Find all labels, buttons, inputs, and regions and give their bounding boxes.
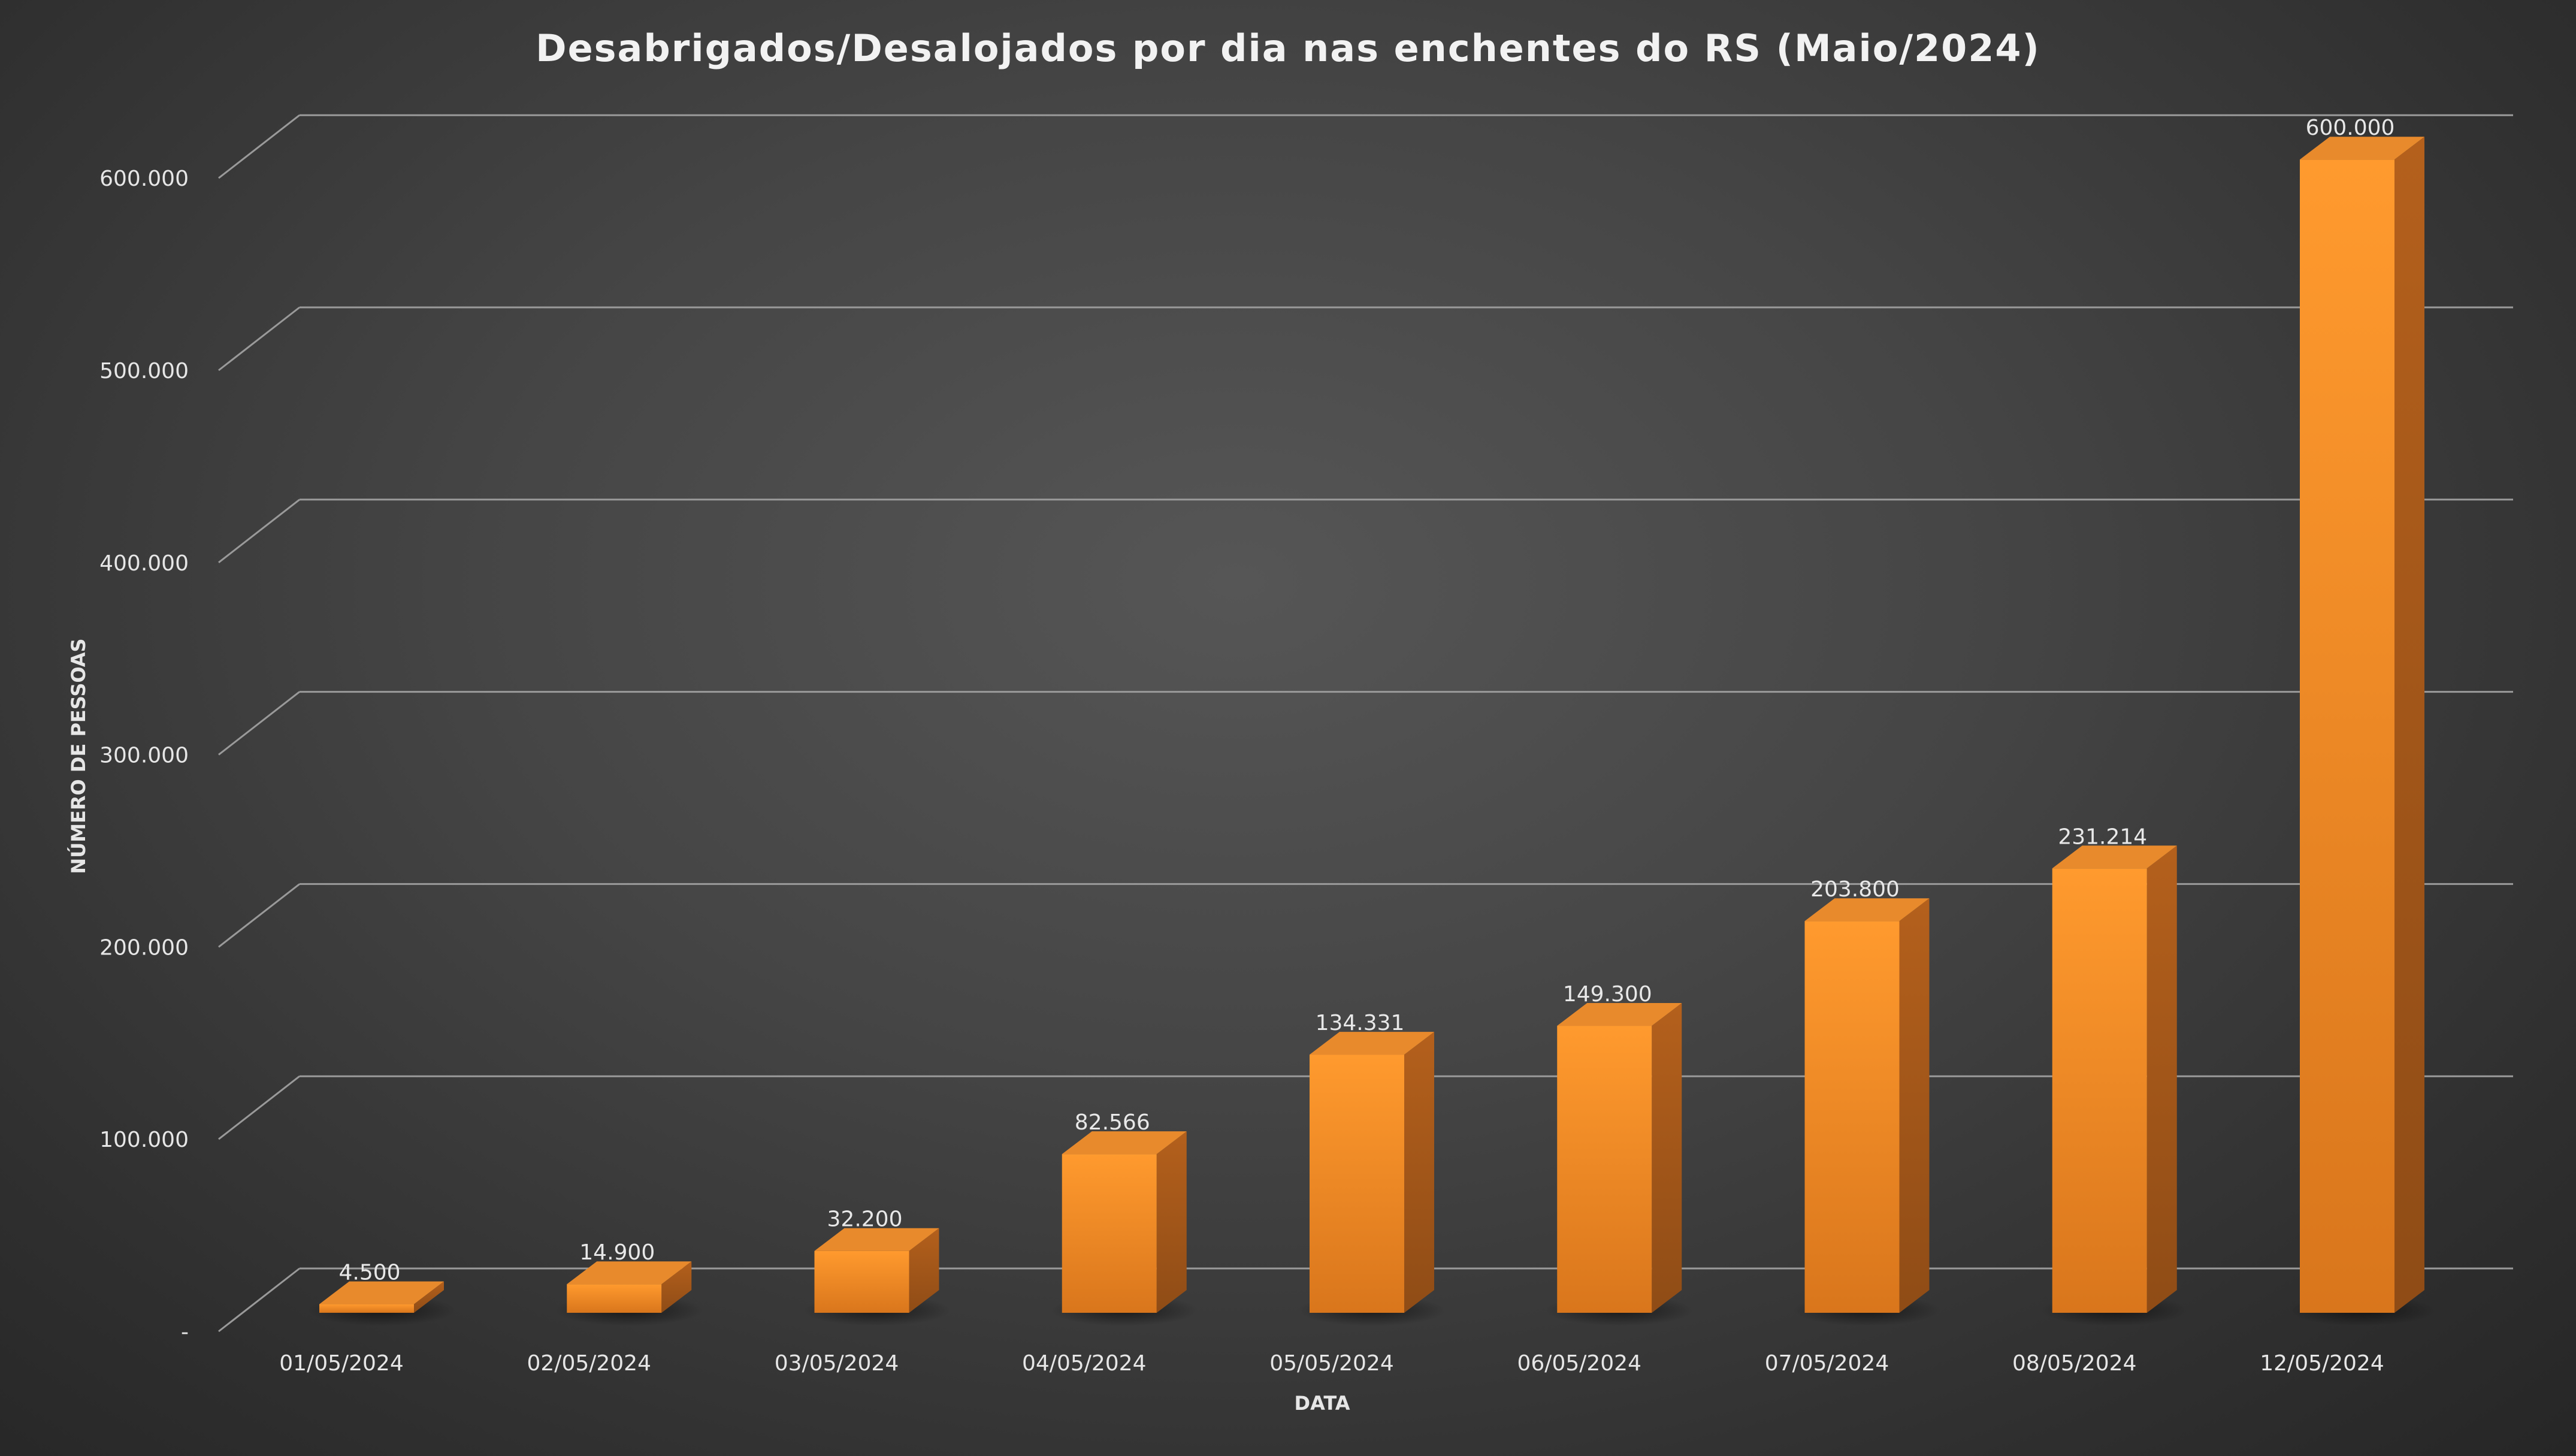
bar-side	[1156, 1131, 1187, 1313]
bar-08/05/2024	[2052, 845, 2177, 1313]
bars	[319, 137, 2424, 1313]
bar-06/05/2024	[1557, 1003, 1682, 1313]
bar-side	[1404, 1032, 1434, 1313]
y-axis-label: NÚMERO DE PESSOAS	[66, 638, 90, 874]
y-axis-ticks: - 100.000 200.000 300.000 400.000 500.000 600.…	[99, 167, 189, 1345]
x-tick-label: 01/05/2024	[279, 1351, 404, 1376]
data-label: 134.331	[1316, 1011, 1405, 1035]
bar-top	[814, 1228, 939, 1251]
data-label: 600.000	[2306, 116, 2395, 140]
bar-side	[2146, 845, 2177, 1313]
gridline-depth-4	[218, 499, 300, 563]
gridline-depth-3	[218, 691, 300, 756]
x-tick-label: 06/05/2024	[1517, 1351, 1642, 1376]
bar-top	[2052, 845, 2177, 869]
y-tick-label: 600.000	[99, 167, 189, 191]
x-tick-label: 03/05/2024	[775, 1351, 899, 1376]
gridline-depth-1	[218, 1076, 300, 1140]
x-axis-label: DATA	[1295, 1392, 1350, 1415]
x-tick-label: 02/05/2024	[527, 1351, 652, 1376]
x-tick-label: 04/05/2024	[1022, 1351, 1147, 1376]
bar-front	[2300, 159, 2394, 1313]
y-tick-label: 100.000	[99, 1128, 189, 1152]
bar-front	[319, 1304, 414, 1313]
data-label: 203.800	[1810, 877, 1900, 902]
bar-front	[1062, 1154, 1157, 1313]
y-tick-label: 300.000	[99, 744, 189, 768]
bar-04/05/2024	[1062, 1131, 1187, 1313]
bar-01/05/2024	[319, 1281, 444, 1313]
data-label: 231.214	[2058, 824, 2147, 849]
data-label: 149.300	[1563, 982, 1652, 1007]
bar-02/05/2024	[567, 1261, 692, 1313]
bar-side	[1652, 1003, 1682, 1313]
bar-05/05/2024	[1310, 1032, 1434, 1313]
x-axis-ticks: 01/05/2024 02/05/2024 03/05/2024 04/05/2024…	[279, 1351, 2384, 1376]
gridline-depth-5	[218, 306, 300, 371]
bar-side	[414, 1281, 444, 1313]
x-tick-label: 07/05/2024	[1765, 1351, 1889, 1376]
bar-top	[2300, 137, 2424, 160]
x-tick-label: 12/05/2024	[2260, 1351, 2384, 1376]
x-tick-label: 08/05/2024	[2012, 1351, 2137, 1376]
bar-side	[909, 1228, 939, 1313]
y-tick-label: 200.000	[99, 935, 189, 960]
data-labels: 4.500 14.900 32.200 82.566 134.331 149.300 203…	[338, 116, 2394, 1285]
x-tick-label: 05/05/2024	[1269, 1351, 1394, 1376]
bar-front	[1557, 1026, 1652, 1313]
bar-side	[661, 1261, 692, 1313]
bar-top	[1062, 1131, 1187, 1155]
bar-front	[1310, 1055, 1404, 1313]
y-tick-label: 500.000	[99, 359, 189, 383]
data-label: 14.900	[579, 1240, 655, 1265]
bar-top	[319, 1281, 444, 1304]
bar-side	[1899, 898, 1930, 1313]
gridline-depth-0	[218, 1267, 300, 1333]
bar-07/05/2024	[1804, 898, 1930, 1313]
gridline-depth-6	[218, 114, 300, 179]
bar-top	[567, 1261, 692, 1285]
bar-03/05/2024	[814, 1228, 939, 1313]
bar-top	[1804, 898, 1930, 922]
bar-front	[2052, 868, 2147, 1313]
gridline-depth-2	[218, 883, 300, 948]
bar-side	[2394, 137, 2424, 1313]
data-label: 4.500	[338, 1261, 400, 1285]
data-label: 32.200	[827, 1207, 903, 1232]
bar-front	[814, 1250, 909, 1313]
bar-top	[1310, 1032, 1434, 1055]
bar-top	[1557, 1003, 1682, 1026]
y-tick-label: -	[181, 1320, 189, 1345]
bar-front	[1804, 921, 1900, 1313]
bar-12/05/2024	[2300, 137, 2424, 1313]
data-label: 82.566	[1075, 1110, 1150, 1135]
y-tick-label: 400.000	[99, 551, 189, 576]
chart-title: Desabrigados/Desalojados por dia nas enc…	[536, 26, 2040, 70]
bar-front	[567, 1284, 662, 1313]
